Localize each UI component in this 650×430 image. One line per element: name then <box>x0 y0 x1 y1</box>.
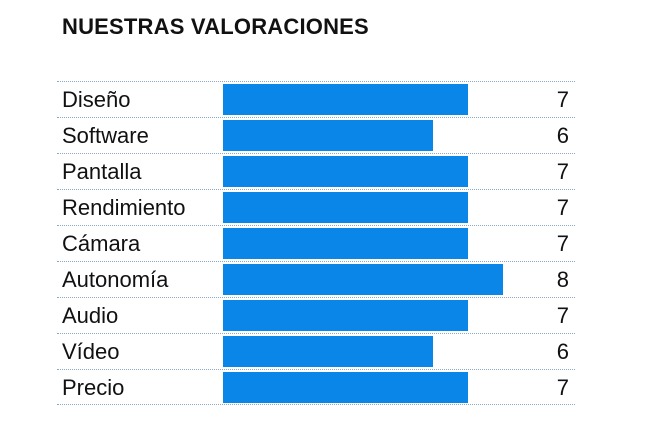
category-label: Rendimiento <box>62 195 186 220</box>
value-label: 7 <box>556 87 569 112</box>
category-label: Audio <box>62 303 119 328</box>
bar <box>223 336 433 367</box>
chart-row: Cámara 7 <box>57 225 575 261</box>
bar-track <box>223 192 573 223</box>
category-label: Pantalla <box>62 159 142 184</box>
category-label: Cámara <box>62 231 141 256</box>
bar-track <box>223 336 573 367</box>
bar <box>223 192 468 223</box>
category-label: Precio <box>62 375 125 400</box>
chart-row: Vídeo 6 <box>57 333 575 369</box>
bar-track <box>223 372 573 403</box>
value-label: 8 <box>556 267 569 292</box>
bar-track <box>223 228 573 259</box>
ratings-chart: Diseño 7 Software 6 Pantalla 7 Rendimiento 7 Cám… <box>57 81 575 405</box>
chart-row: Precio 7 <box>57 369 575 405</box>
value-label: 6 <box>556 339 569 364</box>
bar <box>223 228 468 259</box>
chart-title: NUESTRAS VALORACIONES <box>62 14 369 39</box>
bar <box>223 156 468 187</box>
value-label: 7 <box>556 195 569 220</box>
bar <box>223 264 503 295</box>
value-label: 7 <box>556 159 569 184</box>
category-label: Diseño <box>62 87 131 112</box>
bar <box>223 300 468 331</box>
chart-row: Software 6 <box>57 117 575 153</box>
bar-track <box>223 300 573 331</box>
chart-row: Rendimiento 7 <box>57 189 575 225</box>
bar-track <box>223 120 573 151</box>
bar <box>223 120 433 151</box>
category-label: Autonomía <box>62 267 169 292</box>
value-label: 6 <box>556 123 569 148</box>
chart-row: Autonomía 8 <box>57 261 575 297</box>
value-label: 7 <box>556 231 569 256</box>
bar <box>223 84 468 115</box>
chart-row: Pantalla 7 <box>57 153 575 189</box>
bar-track <box>223 264 573 295</box>
value-label: 7 <box>556 375 569 400</box>
bar-track <box>223 84 573 115</box>
bar-track <box>223 156 573 187</box>
category-label: Software <box>62 123 149 148</box>
chart-row: Diseño 7 <box>57 81 575 117</box>
bar <box>223 372 468 403</box>
chart-row: Audio 7 <box>57 297 575 333</box>
category-label: Vídeo <box>62 339 120 364</box>
value-label: 7 <box>556 303 569 328</box>
